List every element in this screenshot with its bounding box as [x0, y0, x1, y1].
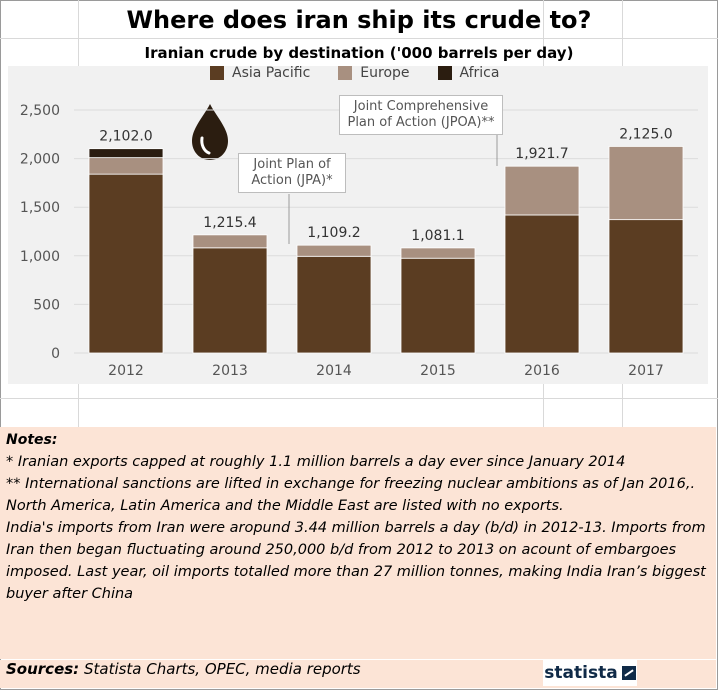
notes-panel: Notes: * Iranian exports capped at rough… [0, 427, 716, 659]
x-tick-label: 2014 [316, 363, 352, 379]
bar-segment-europe [192, 234, 268, 249]
note-jpa: * Iranian exports capped at roughly 1.1 … [6, 454, 626, 470]
sheet-gridline [0, 398, 718, 399]
oil-drop-highlight [200, 136, 211, 155]
legend-label: Africa [459, 65, 500, 81]
sheet-gridline [0, 38, 718, 39]
y-tick-label: 1,500 [20, 200, 60, 216]
bar-segment-europe [608, 146, 684, 221]
chart-legend: Asia Pacific Europe Africa [210, 65, 499, 81]
bar-segment-asia-pacific [88, 173, 164, 354]
sources-text: Statista Charts, OPEC, media reports [83, 660, 361, 678]
legend-swatch [210, 66, 224, 80]
annotation-jpoa: Joint Comprehensive Plan of Action (JPOA… [339, 95, 503, 135]
bar-segment-africa [88, 148, 164, 159]
bar-segment-asia-pacific [608, 219, 684, 354]
y-tick-label: 0 [51, 346, 60, 362]
total-data-label: 1,109.2 [307, 225, 360, 241]
bar-segment-asia-pacific [296, 255, 372, 354]
total-data-label: 1,921.7 [515, 146, 568, 162]
bar-segment-europe [504, 165, 580, 216]
y-tick-label: 2,000 [20, 152, 60, 168]
note-jpoa: ** International sanctions are lifted in… [6, 476, 696, 514]
oil-drop-icon [192, 104, 228, 160]
x-tick-label: 2017 [628, 363, 664, 379]
chart-subtitle: Iranian crude by destination ('000 barre… [144, 44, 574, 62]
total-data-label: 1,081.1 [411, 228, 464, 244]
page-title: Where does iran ship its crude to? [126, 6, 592, 34]
notes-heading: Notes: [6, 432, 58, 448]
note-india: India's imports from Iran were aropund 3… [6, 520, 706, 602]
y-tick-label: 500 [33, 297, 60, 313]
bar-segment-asia-pacific [400, 257, 476, 354]
y-tick-label: 2,500 [20, 103, 60, 119]
x-tick-label: 2016 [524, 363, 560, 379]
x-tick-label: 2012 [108, 363, 144, 379]
total-data-label: 2,102.0 [99, 129, 152, 145]
annotation-jpa: Joint Plan of Action (JPA)* [238, 153, 346, 193]
legend-swatch [338, 66, 353, 80]
legend-label: Asia Pacific [232, 65, 311, 81]
x-tick-label: 2013 [212, 363, 248, 379]
sources-label: Sources: [6, 660, 80, 678]
statista-logo: statista [543, 660, 637, 686]
bar-segment-europe [296, 244, 372, 257]
brand-name: statista [544, 663, 618, 683]
total-data-label: 1,215.4 [203, 215, 257, 231]
statista-mark-icon [621, 666, 636, 680]
bar-segment-europe [400, 247, 476, 259]
legend-item-africa: Africa [437, 65, 500, 81]
legend-item-asia-pacific: Asia Pacific [210, 65, 310, 81]
y-tick-label: 1,000 [20, 249, 60, 265]
x-tick-label: 2015 [420, 363, 456, 379]
bar-segment-europe [88, 157, 164, 175]
bar-segment-asia-pacific [504, 214, 580, 354]
legend-swatch [437, 66, 452, 80]
legend-item-europe: Europe [338, 65, 410, 81]
bar-segment-asia-pacific [192, 247, 268, 354]
legend-label: Europe [360, 65, 410, 81]
total-data-label: 2,125.0 [619, 126, 672, 142]
